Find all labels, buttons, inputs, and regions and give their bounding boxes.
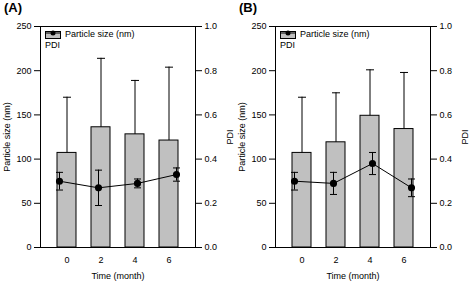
- svg-text:Particle size (nm): Particle size (nm): [237, 102, 247, 172]
- svg-text:0.4: 0.4: [205, 154, 218, 164]
- svg-text:2: 2: [98, 255, 103, 265]
- svg-text:4: 4: [132, 255, 137, 265]
- svg-text:0.6: 0.6: [205, 110, 218, 120]
- svg-text:250: 250: [251, 21, 266, 31]
- svg-text:100: 100: [16, 154, 31, 164]
- svg-text:0.2: 0.2: [440, 198, 453, 208]
- svg-text:6: 6: [166, 255, 171, 265]
- svg-text:6: 6: [401, 255, 406, 265]
- html-text:Particle size (nm): Particle size (nm): [65, 29, 135, 39]
- svg-text:1.0: 1.0: [205, 21, 218, 31]
- svg-text:0: 0: [261, 242, 266, 252]
- svg-text:50: 50: [21, 198, 31, 208]
- html-text:PDI: PDI: [45, 40, 60, 50]
- svg-text:4: 4: [367, 255, 372, 265]
- svg-text:200: 200: [251, 66, 266, 76]
- svg-text:0: 0: [64, 255, 69, 265]
- svg-text:0.6: 0.6: [440, 110, 453, 120]
- svg-text:0.0: 0.0: [440, 242, 453, 252]
- html-text:(B): (B): [239, 0, 257, 15]
- svg-text:200: 200: [16, 66, 31, 76]
- svg-text:150: 150: [251, 110, 266, 120]
- svg-text:0: 0: [299, 255, 304, 265]
- svg-text:PDI: PDI: [460, 129, 470, 144]
- svg-text:Particle size (nm): Particle size (nm): [2, 102, 12, 172]
- svg-text:1.0: 1.0: [440, 21, 453, 31]
- svg-text:0.8: 0.8: [440, 66, 453, 76]
- svg-text:Time (month): Time (month): [91, 271, 144, 281]
- svg-text:150: 150: [16, 110, 31, 120]
- svg-text:Time (month): Time (month): [326, 271, 379, 281]
- html-text:(A): (A): [4, 0, 22, 15]
- html-text:PDI: PDI: [280, 40, 295, 50]
- svg-text:PDI: PDI: [225, 129, 235, 144]
- svg-text:0.2: 0.2: [205, 198, 218, 208]
- svg-text:50: 50: [256, 198, 266, 208]
- svg-text:250: 250: [16, 21, 31, 31]
- svg-text:0.0: 0.0: [205, 242, 218, 252]
- svg-text:0: 0: [26, 242, 31, 252]
- html-text:Particle size (nm): Particle size (nm): [300, 29, 370, 39]
- svg-text:100: 100: [251, 154, 266, 164]
- svg-text:2: 2: [333, 255, 338, 265]
- svg-text:0.4: 0.4: [440, 154, 453, 164]
- svg-text:0.8: 0.8: [205, 66, 218, 76]
